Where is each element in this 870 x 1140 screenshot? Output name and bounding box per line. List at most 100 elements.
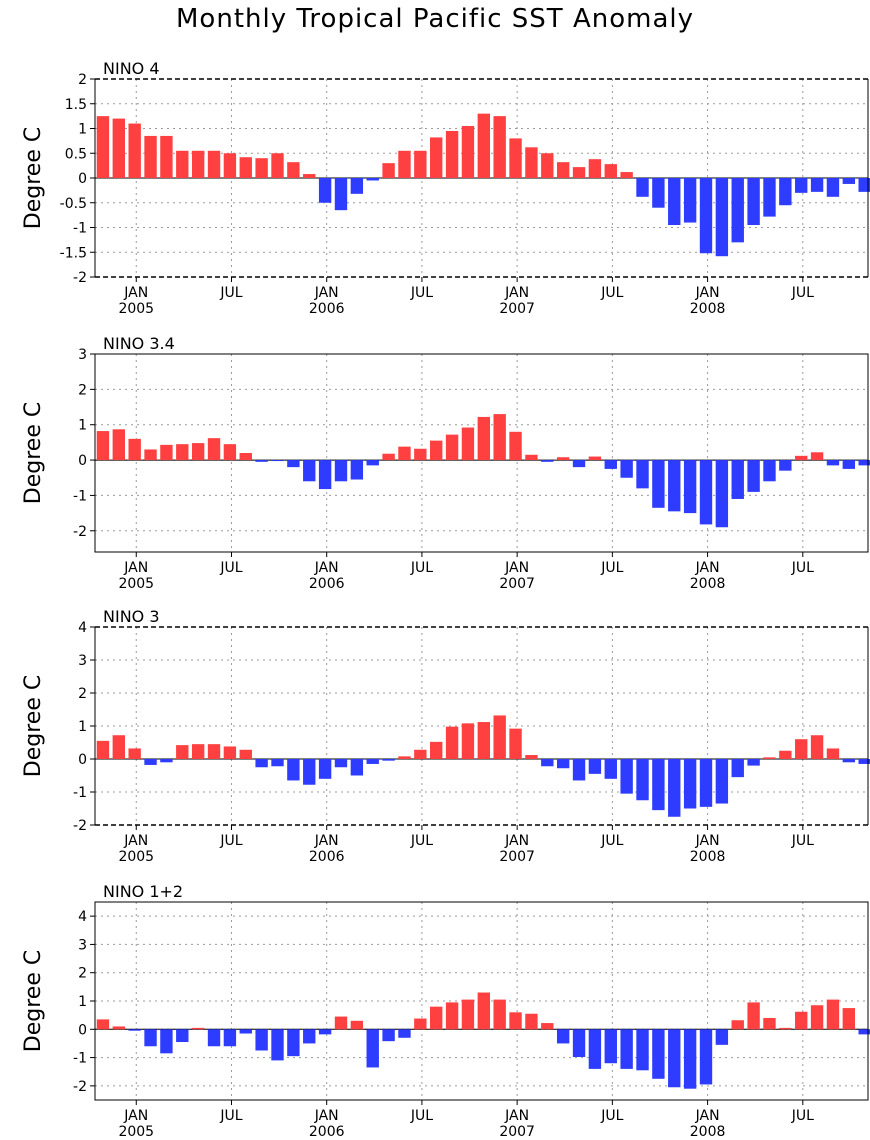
bar xyxy=(779,460,792,471)
bar xyxy=(572,460,586,468)
x-tick-label: JUL xyxy=(410,1108,433,1124)
x-tick-label: JUL xyxy=(791,560,814,576)
bar xyxy=(493,116,506,178)
bar xyxy=(620,1029,633,1069)
bar xyxy=(668,1029,681,1088)
bar xyxy=(366,460,379,466)
x-year-label: 2006 xyxy=(309,301,345,317)
y-tick-label: -1 xyxy=(73,1051,87,1067)
x-tick-label: JUL xyxy=(219,833,242,849)
bar xyxy=(795,178,808,193)
bar xyxy=(461,427,475,461)
bar xyxy=(858,460,870,466)
bar xyxy=(509,138,522,178)
bar xyxy=(493,999,506,1030)
x-tick-label: JUL xyxy=(219,285,242,301)
bar xyxy=(160,135,173,178)
bar xyxy=(541,153,554,178)
bar xyxy=(842,178,856,184)
bar xyxy=(652,759,665,811)
y-tick-label: -1 xyxy=(73,488,87,504)
bar xyxy=(668,759,681,817)
bar xyxy=(858,1029,870,1035)
bar xyxy=(271,759,284,767)
bar xyxy=(826,999,840,1030)
x-year-label: 2008 xyxy=(690,1124,726,1140)
bar xyxy=(430,741,443,759)
bar xyxy=(699,178,713,254)
bar xyxy=(350,178,364,194)
bar xyxy=(636,178,649,197)
plot-frame xyxy=(94,353,869,553)
x-tick-label: JUL xyxy=(600,560,623,576)
bar xyxy=(350,759,364,776)
y-tick-label: -2 xyxy=(73,270,87,286)
bar xyxy=(287,759,300,781)
bar xyxy=(826,460,840,466)
bar xyxy=(334,759,348,768)
y-tick-label: -1 xyxy=(73,221,87,237)
bar xyxy=(636,759,649,801)
bar xyxy=(207,1029,221,1047)
bar xyxy=(588,1029,602,1069)
bar xyxy=(842,759,856,763)
bar xyxy=(572,759,586,781)
bar xyxy=(842,1008,856,1030)
bar xyxy=(699,1029,713,1085)
bar xyxy=(810,735,824,759)
bar xyxy=(795,455,808,461)
y-tick-label: 2 xyxy=(78,966,87,982)
bar xyxy=(620,759,633,794)
bar xyxy=(350,1020,364,1030)
bar xyxy=(493,715,506,759)
y-tick-label: -2 xyxy=(73,1079,87,1095)
y-tick-label: 2 xyxy=(78,382,87,398)
y-tick-label: 1 xyxy=(78,122,87,138)
bar xyxy=(683,178,697,223)
bar xyxy=(398,1029,411,1038)
x-tick-label: JAN xyxy=(504,1108,529,1124)
bar xyxy=(588,159,602,178)
bar xyxy=(96,740,110,759)
bar xyxy=(414,150,427,178)
bar xyxy=(858,759,870,764)
bar xyxy=(176,150,189,178)
bar xyxy=(414,749,427,759)
bar xyxy=(763,178,776,217)
x-year-label: 2005 xyxy=(118,576,154,592)
bar xyxy=(191,150,205,178)
y-tick-label: 2 xyxy=(78,72,87,88)
bar xyxy=(826,178,840,197)
bar xyxy=(541,1023,554,1030)
x-year-label: 2007 xyxy=(499,576,535,592)
bar xyxy=(414,448,427,461)
bar xyxy=(239,749,252,759)
bar xyxy=(477,113,491,178)
x-year-label: 2007 xyxy=(499,301,535,317)
bar xyxy=(779,1027,792,1030)
bar xyxy=(731,460,744,499)
y-axis-label: Degree C xyxy=(21,402,46,504)
bar xyxy=(430,440,443,461)
y-tick-label: 1 xyxy=(78,719,87,735)
bar xyxy=(556,759,570,769)
x-year-label: 2006 xyxy=(309,849,345,865)
x-tick-label: JAN xyxy=(504,285,529,301)
bar xyxy=(176,1029,189,1043)
bar xyxy=(191,744,205,759)
bar xyxy=(223,153,237,178)
bar xyxy=(477,722,491,759)
bar xyxy=(430,137,443,178)
bar xyxy=(303,460,316,482)
bar xyxy=(112,735,125,759)
bar xyxy=(683,759,697,809)
bar xyxy=(810,1005,824,1030)
bar xyxy=(287,1029,300,1057)
bar xyxy=(287,162,300,178)
bar xyxy=(525,1013,538,1030)
bar xyxy=(207,150,221,178)
x-year-label: 2007 xyxy=(499,849,535,865)
